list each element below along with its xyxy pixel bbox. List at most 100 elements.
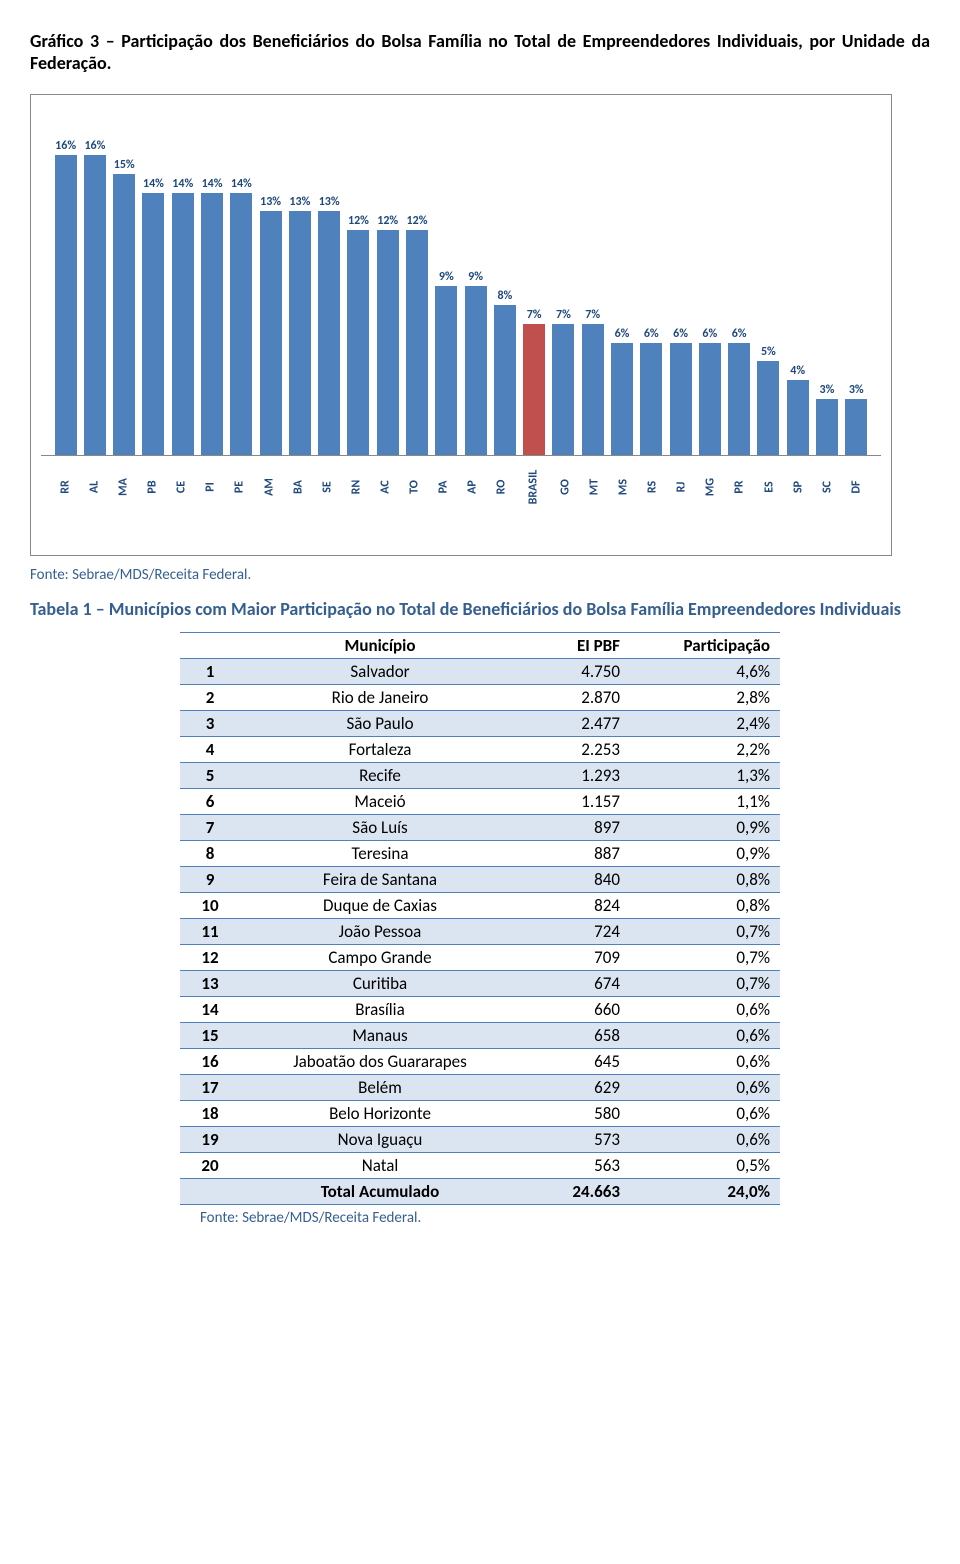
bar-group: 5% [754, 345, 783, 455]
bar [201, 193, 223, 456]
cell-participacao: 0,8% [630, 867, 780, 893]
cell-rank: 4 [180, 737, 240, 763]
cell-rank: 19 [180, 1127, 240, 1153]
bar-group: 14% [197, 177, 226, 456]
bar-value-label: 16% [84, 139, 105, 153]
bar-group: 12% [373, 214, 402, 455]
cell-municipio: Recife [240, 763, 520, 789]
cell-ei: 824 [520, 893, 630, 919]
cell-rank: 2 [180, 685, 240, 711]
bar-group: 6% [607, 327, 636, 456]
cell-ei: 674 [520, 971, 630, 997]
table-header-row: Município EI PBF Participação [180, 633, 780, 659]
bar-value-label: 15% [114, 158, 135, 172]
bar-group: 16% [51, 139, 80, 455]
bar [230, 193, 252, 456]
bar-group: 14% [139, 177, 168, 456]
bar [435, 286, 457, 455]
bar [55, 155, 77, 455]
cell-municipio: Nova Iguaçu [240, 1127, 520, 1153]
cell-participacao: 1,3% [630, 763, 780, 789]
cell-municipio: Curitiba [240, 971, 520, 997]
cell-ei: 724 [520, 919, 630, 945]
bar-group: 7% [549, 308, 578, 455]
bar [406, 230, 428, 455]
table-row: 17Belém6290,6% [180, 1075, 780, 1101]
bar-value-label: 13% [260, 195, 281, 209]
cell-municipio: Teresina [240, 841, 520, 867]
bar-value-label: 13% [289, 195, 310, 209]
bar-group: 7% [578, 308, 607, 455]
table-row: 6Maceió1.1571,1% [180, 789, 780, 815]
cell-municipio: Brasília [240, 997, 520, 1023]
table-row: 11João Pessoa7240,7% [180, 919, 780, 945]
bar-value-label: 6% [644, 327, 659, 341]
bar [494, 305, 516, 455]
total-part: 24,0% [630, 1179, 780, 1205]
cell-rank: 13 [180, 971, 240, 997]
bar-group: 7% [520, 308, 549, 455]
bar-value-label: 6% [673, 327, 688, 341]
cell-ei: 658 [520, 1023, 630, 1049]
cell-participacao: 0,7% [630, 919, 780, 945]
cell-participacao: 0,7% [630, 945, 780, 971]
bar-group: 13% [285, 195, 314, 455]
cell-ei: 573 [520, 1127, 630, 1153]
cell-ei: 840 [520, 867, 630, 893]
cell-municipio: Natal [240, 1153, 520, 1179]
cell-ei: 2.870 [520, 685, 630, 711]
bar-value-label: 14% [143, 177, 164, 191]
bar [142, 193, 164, 456]
cell-municipio: Belém [240, 1075, 520, 1101]
bar [552, 324, 574, 455]
bar-value-label: 6% [702, 327, 717, 341]
cell-ei: 1.157 [520, 789, 630, 815]
table-row: 7São Luís8970,9% [180, 815, 780, 841]
bar [465, 286, 487, 455]
cell-participacao: 0,6% [630, 997, 780, 1023]
bar-group: 12% [344, 214, 373, 455]
cell-rank: 1 [180, 659, 240, 685]
bar [816, 399, 838, 455]
cell-ei: 580 [520, 1101, 630, 1127]
bar-group: 6% [637, 327, 666, 456]
bar-value-label: 7% [585, 308, 600, 322]
bar-value-label: 16% [55, 139, 76, 153]
bar-value-label: 9% [439, 270, 454, 284]
cell-rank: 9 [180, 867, 240, 893]
bar-group: 15% [110, 158, 139, 455]
header-participacao: Participação [630, 633, 780, 659]
cell-ei: 2.253 [520, 737, 630, 763]
bar-group: 14% [227, 177, 256, 456]
total-label: Total Acumulado [240, 1179, 520, 1205]
cell-participacao: 0,7% [630, 971, 780, 997]
cell-ei: 629 [520, 1075, 630, 1101]
cell-rank: 10 [180, 893, 240, 919]
table-row: 18Belo Horizonte5800,6% [180, 1101, 780, 1127]
cell-ei: 660 [520, 997, 630, 1023]
bar [757, 361, 779, 455]
header-ei: EI PBF [520, 633, 630, 659]
cell-ei: 2.477 [520, 711, 630, 737]
bar [113, 174, 135, 455]
cell-municipio: João Pessoa [240, 919, 520, 945]
cell-ei: 887 [520, 841, 630, 867]
cell-municipio: Jaboatão dos Guararapes [240, 1049, 520, 1075]
bar [611, 343, 633, 456]
data-table: Município EI PBF Participação 1Salvador4… [180, 632, 780, 1205]
table-row: 3São Paulo2.4772,4% [180, 711, 780, 737]
bar-value-label: 13% [319, 195, 340, 209]
table-row: 5Recife1.2931,3% [180, 763, 780, 789]
chart-title: Gráfico 3 – Participação dos Beneficiári… [30, 30, 930, 74]
cell-municipio: São Paulo [240, 711, 520, 737]
table-row: 2Rio de Janeiro2.8702,8% [180, 685, 780, 711]
cell-municipio: Fortaleza [240, 737, 520, 763]
bar-group: 14% [168, 177, 197, 456]
table-row: 4Fortaleza2.2532,2% [180, 737, 780, 763]
bar-value-label: 5% [761, 345, 776, 359]
cell-municipio: Duque de Caxias [240, 893, 520, 919]
bar-group: 13% [256, 195, 285, 455]
bar-value-label: 3% [820, 383, 835, 397]
bar-value-label: 12% [348, 214, 369, 228]
bar-group: 13% [315, 195, 344, 455]
